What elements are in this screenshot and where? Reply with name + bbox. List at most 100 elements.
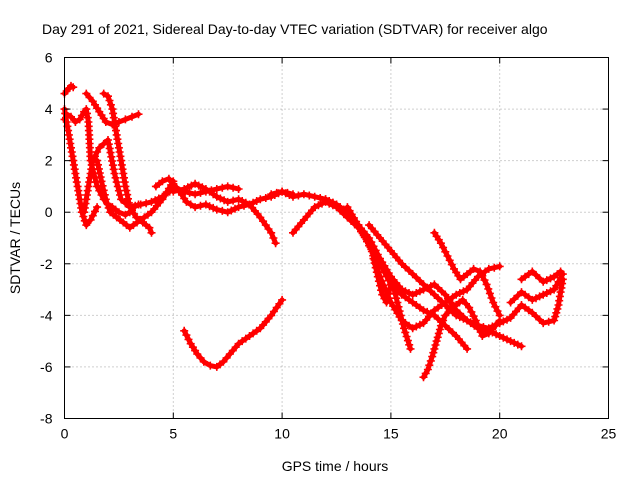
plus-marker xyxy=(425,361,434,370)
plus-marker xyxy=(234,195,243,204)
plus-marker xyxy=(539,277,548,286)
plus-marker xyxy=(429,348,438,357)
plus-marker xyxy=(376,281,384,290)
plus-marker xyxy=(415,287,424,296)
plus-marker xyxy=(106,100,115,109)
plus-marker xyxy=(71,118,80,126)
plus-marker xyxy=(231,204,239,213)
plus-marker xyxy=(134,110,143,119)
plus-marker xyxy=(93,156,102,165)
plus-marker xyxy=(452,311,461,320)
plus-marker xyxy=(544,317,553,326)
plus-marker xyxy=(490,263,499,272)
plus-marker xyxy=(517,342,526,351)
y-tick-label: 0 xyxy=(45,204,53,220)
plus-marker xyxy=(382,298,391,307)
plus-marker xyxy=(121,115,130,124)
plus-marker xyxy=(367,247,376,256)
data-series xyxy=(60,81,567,382)
plus-marker xyxy=(552,308,561,317)
plus-marker xyxy=(191,203,200,212)
plus-marker xyxy=(556,288,565,297)
plus-marker xyxy=(419,280,428,289)
plus-marker xyxy=(278,295,287,304)
plus-marker xyxy=(191,179,200,188)
plus-marker xyxy=(121,182,130,191)
plus-marker xyxy=(489,298,498,307)
plus-marker xyxy=(469,312,478,321)
plus-marker xyxy=(98,181,107,190)
x-tick-label: 20 xyxy=(492,426,508,442)
plus-marker xyxy=(480,276,489,285)
plus-marker xyxy=(551,312,560,321)
plus-marker xyxy=(535,292,544,301)
plus-marker xyxy=(124,194,132,203)
plus-marker xyxy=(510,338,519,347)
plus-marker xyxy=(147,228,156,237)
plus-marker xyxy=(412,322,421,331)
x-tick-label: 25 xyxy=(601,426,617,442)
plus-marker xyxy=(467,307,476,316)
series-track-16 xyxy=(369,254,395,307)
plus-marker xyxy=(305,191,314,200)
series-track-20 xyxy=(506,270,567,307)
plus-marker xyxy=(182,197,191,206)
plus-marker xyxy=(101,195,110,204)
plus-marker xyxy=(145,223,154,232)
plus-marker xyxy=(82,221,91,230)
plus-marker xyxy=(104,92,112,101)
plus-marker xyxy=(196,188,205,197)
plus-marker xyxy=(415,320,424,329)
plus-marker xyxy=(198,183,207,192)
plus-marker xyxy=(478,271,487,280)
plus-marker xyxy=(328,198,337,207)
plus-marker xyxy=(377,286,386,295)
plus-marker xyxy=(441,311,450,320)
plus-marker xyxy=(281,189,290,198)
plus-marker xyxy=(256,195,265,204)
plus-marker xyxy=(206,361,215,370)
plus-marker xyxy=(430,280,439,289)
plus-marker xyxy=(310,192,319,201)
plus-marker xyxy=(212,205,221,214)
plus-marker xyxy=(532,294,540,303)
plus-marker xyxy=(310,203,319,212)
plus-marker xyxy=(426,356,435,365)
plus-marker xyxy=(234,203,243,212)
plus-marker xyxy=(183,183,192,192)
plus-marker xyxy=(556,267,565,276)
plus-marker xyxy=(88,211,97,220)
plus-marker xyxy=(180,185,189,193)
plus-marker xyxy=(114,186,123,195)
plus-marker xyxy=(513,340,522,349)
series-track-10 xyxy=(180,295,287,371)
plus-marker xyxy=(465,303,474,312)
plus-marker xyxy=(294,191,303,200)
plus-marker xyxy=(272,188,281,197)
plus-marker xyxy=(285,191,294,199)
plus-marker xyxy=(187,181,196,190)
plus-marker xyxy=(471,316,480,325)
y-tick-label: 2 xyxy=(45,153,53,169)
x-tick-label: 0 xyxy=(61,426,69,442)
plus-marker xyxy=(182,331,191,340)
plus-marker xyxy=(94,164,103,173)
plus-marker xyxy=(97,177,106,186)
plus-marker xyxy=(401,263,410,272)
plus-marker xyxy=(495,332,504,340)
plus-marker xyxy=(101,118,110,126)
plus-marker xyxy=(436,239,445,248)
plus-marker xyxy=(374,277,383,286)
plus-marker xyxy=(86,215,95,224)
plus-marker xyxy=(325,197,334,205)
series-track-21 xyxy=(517,267,565,286)
plus-marker xyxy=(267,190,276,199)
plus-marker xyxy=(80,216,89,225)
plus-marker xyxy=(495,319,504,328)
y-tick-label: 6 xyxy=(45,50,53,66)
plus-marker xyxy=(95,143,104,152)
plus-marker xyxy=(229,183,238,192)
plus-marker xyxy=(408,324,417,333)
plus-marker xyxy=(401,328,410,337)
